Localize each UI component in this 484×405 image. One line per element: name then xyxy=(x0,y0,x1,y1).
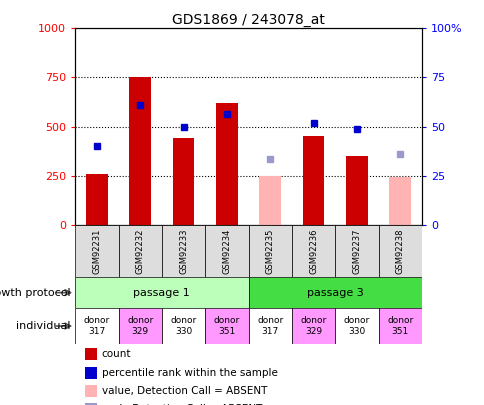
Bar xyxy=(75,225,118,277)
Bar xyxy=(118,308,162,344)
Bar xyxy=(75,277,248,308)
Text: GSM92231: GSM92231 xyxy=(92,228,101,274)
Bar xyxy=(378,225,421,277)
Bar xyxy=(248,277,421,308)
Bar xyxy=(162,225,205,277)
Bar xyxy=(162,308,205,344)
Text: rank, Detection Call = ABSENT: rank, Detection Call = ABSENT xyxy=(102,404,262,405)
Bar xyxy=(291,225,334,277)
Text: GSM92234: GSM92234 xyxy=(222,228,231,274)
Text: GSM92233: GSM92233 xyxy=(179,228,188,274)
Title: GDS1869 / 243078_at: GDS1869 / 243078_at xyxy=(172,13,324,27)
Text: donor
329: donor 329 xyxy=(127,316,153,336)
Bar xyxy=(378,308,421,344)
Text: donor
317: donor 317 xyxy=(84,316,110,336)
Text: passage 3: passage 3 xyxy=(306,288,363,298)
Text: GSM92232: GSM92232 xyxy=(136,228,144,274)
Text: GSM92236: GSM92236 xyxy=(308,228,318,274)
Bar xyxy=(205,225,248,277)
Bar xyxy=(172,139,194,225)
Bar xyxy=(75,308,118,344)
Text: percentile rank within the sample: percentile rank within the sample xyxy=(102,368,277,377)
Text: GSM92235: GSM92235 xyxy=(265,228,274,274)
Bar xyxy=(248,225,291,277)
Text: passage 1: passage 1 xyxy=(133,288,190,298)
Bar xyxy=(129,77,151,225)
Text: GSM92238: GSM92238 xyxy=(395,228,404,274)
Bar xyxy=(346,156,367,225)
Text: donor
351: donor 351 xyxy=(386,316,412,336)
Text: value, Detection Call = ABSENT: value, Detection Call = ABSENT xyxy=(102,386,267,396)
Text: donor
317: donor 317 xyxy=(257,316,283,336)
Text: donor
330: donor 330 xyxy=(343,316,369,336)
Bar xyxy=(86,174,107,225)
Text: donor
351: donor 351 xyxy=(213,316,240,336)
Bar xyxy=(259,176,281,225)
Text: growth protocol: growth protocol xyxy=(0,288,70,298)
Bar xyxy=(334,308,378,344)
Text: donor
329: donor 329 xyxy=(300,316,326,336)
Text: count: count xyxy=(102,350,131,359)
Bar xyxy=(248,308,291,344)
Bar xyxy=(205,308,248,344)
Bar xyxy=(302,136,324,225)
Bar xyxy=(291,308,334,344)
Bar xyxy=(215,103,237,225)
Text: donor
330: donor 330 xyxy=(170,316,196,336)
Bar xyxy=(334,225,378,277)
Text: individual: individual xyxy=(16,321,70,331)
Bar xyxy=(118,225,162,277)
Text: GSM92237: GSM92237 xyxy=(352,228,361,274)
Bar xyxy=(389,177,410,225)
